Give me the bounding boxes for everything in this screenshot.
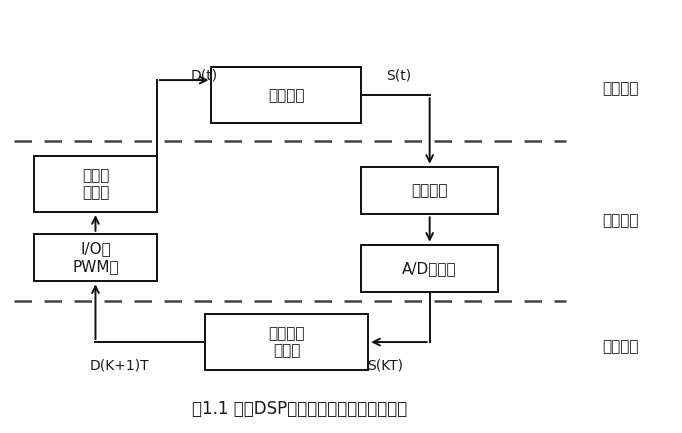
Bar <box>361 245 498 292</box>
Bar <box>361 167 498 214</box>
Text: D(K+1)T: D(K+1)T <box>89 359 149 373</box>
Text: I/O口
PWM口: I/O口 PWM口 <box>72 242 119 274</box>
Bar <box>211 67 361 123</box>
Text: 功率电路: 功率电路 <box>268 88 305 103</box>
Text: S(KT): S(KT) <box>368 359 403 373</box>
Text: 数字系统: 数字系统 <box>602 339 639 354</box>
Text: A/D转换器: A/D转换器 <box>402 261 457 276</box>
Text: 数字信号
处理器: 数字信号 处理器 <box>268 326 305 358</box>
Text: S(t): S(t) <box>387 69 411 83</box>
Text: 图1.1 基于DSP控制的功率变换器系统框图: 图1.1 基于DSP控制的功率变换器系统框图 <box>192 400 408 418</box>
Text: 采样网络: 采样网络 <box>411 183 448 198</box>
Bar <box>34 234 157 281</box>
Text: 接口电路: 接口电路 <box>602 213 639 228</box>
Text: 门极驱
动电路: 门极驱 动电路 <box>82 168 109 200</box>
Bar <box>205 314 368 370</box>
Text: D(t): D(t) <box>191 69 218 83</box>
Bar <box>34 156 157 212</box>
Text: 连续系统: 连续系统 <box>602 81 639 96</box>
